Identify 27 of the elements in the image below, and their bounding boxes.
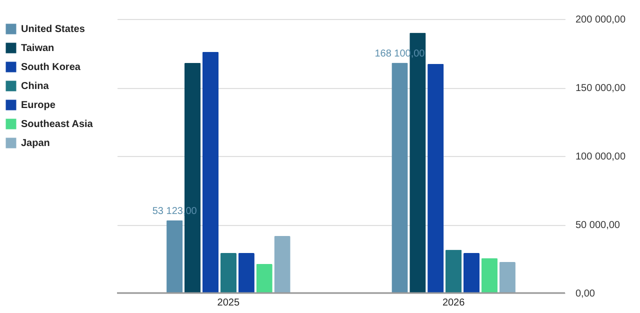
legend-label: United States [21,24,86,35]
bar [166,220,183,293]
bar [392,62,408,293]
y-tick-label: 0,00 [576,288,596,300]
y-tick-label: 50 000,00 [576,220,620,231]
y-tick-label: 200 000,00 [576,14,626,26]
bar [428,64,444,293]
bar [463,252,480,293]
legend-label: South Korea [21,62,81,73]
data-label: 168 100,00 [374,48,426,60]
bar [481,258,498,293]
legend-label: Europe [21,100,56,111]
bar [445,250,462,293]
bar [202,52,219,293]
bar [220,252,237,293]
legend-label: Southeast Asia [21,119,94,130]
bar [256,264,272,293]
bar [499,262,516,293]
bar [274,236,290,293]
bar [238,252,254,293]
legend-label: Japan [21,138,50,149]
legend-label: Taiwan [21,43,54,54]
legend-label: China [21,81,50,92]
y-tick-label: 150 000,00 [576,83,626,94]
y-tick-label: 100 000,00 [576,152,626,162]
x-tick-label: 2025 [217,298,240,308]
x-tick-label: 2026 [442,298,466,308]
